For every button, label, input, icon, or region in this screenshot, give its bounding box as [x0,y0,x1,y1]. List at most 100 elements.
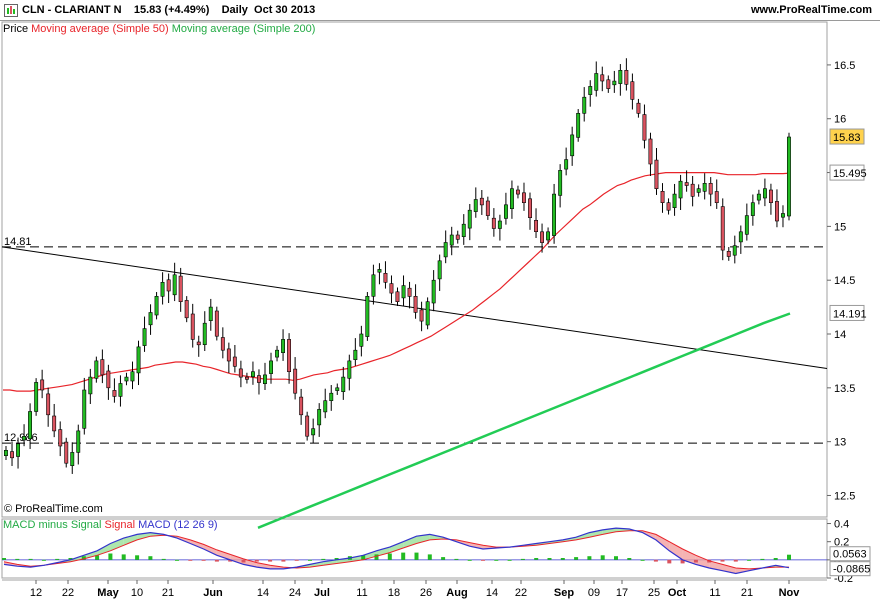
macd-fill-segment [669,541,683,560]
date: Oct 30 2013 [254,4,316,16]
candle-body [88,376,93,395]
macd-hist-bar [161,558,166,560]
candle-body [16,443,20,457]
macd-hist-bar [121,554,126,560]
candle-body [606,79,611,89]
header-title: CLN - CLARIANT N 15.83 (+4.49%) Daily Oc… [22,4,315,16]
candle-body [473,199,478,212]
macd-hist-bar [534,558,539,560]
watermark: © ProRealTime.com [4,503,103,515]
macd-fill-segment [576,532,590,540]
candle-body [540,231,545,243]
candle-body [275,349,279,358]
macd-hist-bar [135,555,140,560]
candle-body [666,202,671,211]
candle-body [311,428,316,436]
candle-body [347,360,352,379]
x-tick-label: 24 [289,587,301,599]
candle-body [136,346,141,374]
candle-body [28,411,32,440]
candle-body [612,80,617,86]
legend-ma200: Moving average (Simple 200) [171,23,316,35]
candle-body [317,409,322,426]
symbol: CLN - CLARIANT N [22,4,122,16]
candle-body [660,191,665,204]
macd-hist-bar [241,559,246,563]
x-tick-label: Oct [668,587,687,599]
candle-body [262,374,267,384]
candle-body [485,200,490,216]
macd-fill-segment [469,542,483,549]
macd-hist-bar [268,559,273,562]
macd-histogram [2,552,791,564]
y-tick-label: 12.5 [834,490,855,502]
x-tick-label: 25 [648,587,660,599]
candle-body [588,86,593,95]
macd-fill-segment [589,529,603,538]
price-change: 15.83 (+4.49%) [133,4,210,16]
candle-body [528,198,533,219]
legend-macd-hist: MACD minus Signal [3,519,102,531]
x-tick-label: Aug [446,587,467,599]
candle-body [269,360,273,374]
candle-body [425,301,430,326]
candle-body [4,449,8,456]
macd-fill-segment [310,561,324,568]
candle-body [341,376,346,393]
macd-hist-bar [747,559,752,561]
macd-hist-bar [414,552,419,560]
candle-body [82,389,87,429]
macd-hist-bar [281,559,286,562]
x-tick-label: 26 [420,587,432,599]
macd-hist-bar [108,553,113,560]
candle-body [630,81,635,100]
candle-body [323,400,328,413]
x-tick-label: Nov [779,587,801,599]
candle-body [768,189,773,203]
candle-body [305,415,310,437]
x-tick-label: 10 [131,587,143,599]
macd-hist-bar [148,556,153,560]
candlesticks [4,58,791,474]
candle-body [431,279,436,304]
ma200-value-label: 14.191 [833,308,867,320]
candle-body [76,430,81,453]
candle-body [251,371,255,378]
macd-hist-bar [95,555,100,560]
candle-body [40,379,45,391]
candle-body [714,191,719,203]
candle-body [34,382,39,412]
macd-hist-bar [81,556,86,560]
candle-body [624,70,629,85]
macd-line [3,527,790,575]
macd-hist-bar [175,559,179,561]
macd-hist-bar [481,559,485,561]
price-panel-frame [1,21,828,518]
macd-hist-value-label: 0.0563 [833,549,867,561]
candle-body [437,260,442,280]
candle-body [100,359,105,376]
macd-hist-bar [254,559,259,562]
candle-body [648,138,653,165]
macd-fill-segment [323,559,337,566]
candle-body [594,73,599,91]
candle-body [190,313,195,340]
candle-body [124,376,129,382]
candle-body [245,376,249,380]
candle-body [690,183,695,197]
macd-hist-bar [294,559,299,561]
macd-fill-segment [403,536,417,549]
candle-body [214,310,219,337]
macd-hist-bar [15,558,20,560]
macd-hist-bar [41,559,46,561]
candle-body [10,451,14,459]
macd-y-tick-label: 0.2 [834,537,849,549]
candle-body [618,70,623,84]
candle-body [178,275,183,303]
candle-body [208,306,213,322]
macd-hist-bar [733,559,738,562]
macd-panel-frame [1,518,828,579]
candle-body [461,223,466,237]
candle-body [160,281,165,297]
ma50-line [3,172,791,392]
